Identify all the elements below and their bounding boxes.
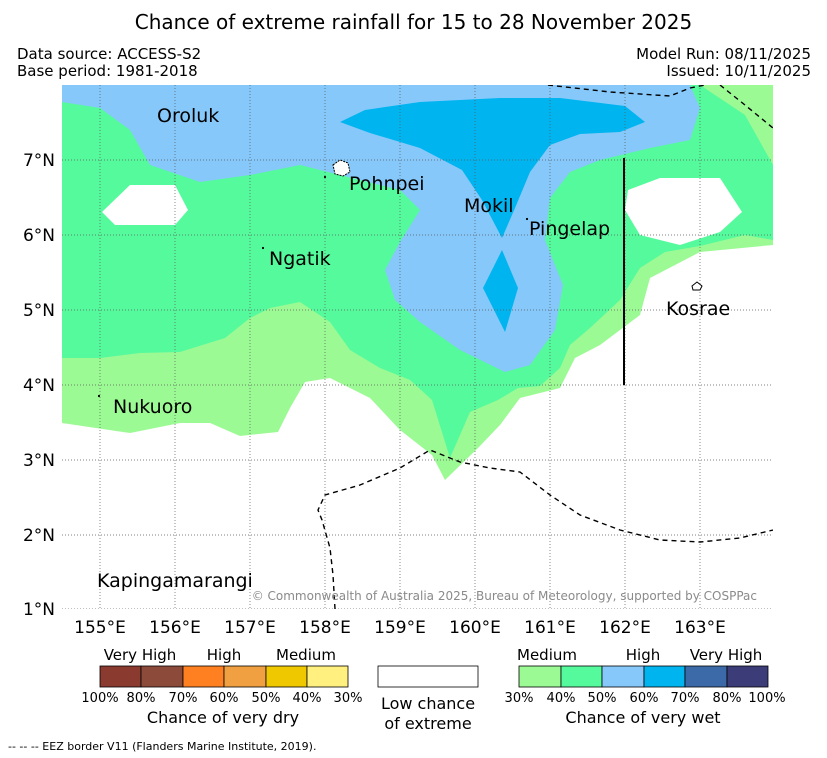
wet-caption: Chance of very wet: [565, 708, 720, 727]
dry-swatch-40-30: [306, 665, 349, 688]
eez-footnote: -- -- -- EEZ border V11 (Flanders Marine…: [8, 740, 317, 753]
legend-wet: Medium High Very High 30% 40% 50% 60% 70…: [505, 646, 786, 727]
wet-pct-50: 50%: [588, 691, 617, 706]
legend-dry: Very High High Medium 100% 80% 70% 60% 5…: [81, 646, 362, 727]
dry-swatch-100-80: [99, 665, 142, 688]
lon-tick-155e: 155°E: [74, 618, 126, 638]
dry-pct-100: 100%: [81, 691, 118, 706]
dry-pct-70: 70%: [169, 691, 198, 706]
neutral-caption-1: Low chance: [381, 694, 475, 713]
wet-pct-80: 80%: [713, 691, 742, 706]
wet-pct-40: 40%: [547, 691, 576, 706]
label-nukuoro: Nukuoro: [113, 396, 192, 418]
meta-right: Model Run: 08/11/2025 Issued: 10/11/2025: [636, 46, 811, 80]
label-oroluk: Oroluk: [157, 105, 219, 127]
eez-border: [317, 85, 773, 609]
lat-tick-7n: 7°N: [23, 151, 55, 171]
lat-tick-5n: 5°N: [23, 301, 55, 321]
wet-swatch-70-80: [684, 665, 728, 688]
kosrae-island: [691, 281, 703, 291]
low-chance-hole-west: [102, 185, 188, 225]
wet-swatch-40-50: [560, 665, 603, 688]
dry-cat-very-high: Very High: [104, 646, 177, 664]
dry-caption: Chance of very dry: [147, 708, 299, 727]
dry-pct-60: 60%: [210, 691, 239, 706]
nukuoro-dot: [97, 394, 101, 398]
base-period: Base period: 1981-2018: [17, 62, 198, 80]
pohnpei-island: [332, 159, 351, 177]
legend-neutral: Low chance of extreme: [377, 665, 479, 733]
lon-tick-160e: 160°E: [449, 618, 501, 638]
wet-pct-70: 70%: [671, 691, 700, 706]
wet-swatch-80-100: [726, 665, 769, 688]
dry-pct-40: 40%: [293, 691, 322, 706]
label-ngatik: Ngatik: [269, 248, 331, 270]
label-mokil: Mokil: [464, 195, 514, 217]
low-chance-hole-east: [625, 178, 742, 245]
chart-title: Chance of extreme rainfall for 15 to 28 …: [134, 10, 693, 34]
map-plot-area: Oroluk Pohnpei Mokil Pingelap Ngatik Kos…: [62, 85, 773, 609]
dry-cat-medium: Medium: [276, 646, 336, 664]
meta-left: Data source: ACCESS-S2 Base period: 1981…: [17, 46, 201, 80]
pohnpei-dot: [323, 175, 327, 179]
lon-tick-163e: 163°E: [674, 618, 726, 638]
dry-pct-30: 30%: [334, 691, 363, 706]
dry-pct-50: 50%: [252, 691, 281, 706]
dry-swatch-70-60: [182, 665, 225, 688]
neutral-caption-2: of extreme: [384, 714, 471, 733]
lon-axis: 155°E 156°E 157°E 158°E 159°E 160°E 161°…: [74, 618, 726, 638]
label-kapingamarangi: Kapingamarangi: [97, 570, 253, 592]
label-pohnpei: Pohnpei: [349, 173, 425, 195]
issued-date: Issued: 10/11/2025: [666, 62, 811, 80]
lon-tick-157e: 157°E: [224, 618, 276, 638]
label-kosrae: Kosrae: [666, 298, 730, 320]
lat-tick-1n: 1°N: [23, 600, 55, 620]
lat-tick-6n: 6°N: [23, 226, 55, 246]
copyright-notice: © Commonwealth of Australia 2025, Bureau…: [252, 589, 757, 603]
region-very-high-wet: [340, 98, 645, 238]
lat-tick-4n: 4°N: [23, 376, 55, 396]
data-source: Data source: ACCESS-S2: [17, 45, 202, 63]
wet-cat-high: High: [626, 646, 660, 664]
lat-tick-2n: 2°N: [23, 526, 55, 546]
wet-pct-30: 30%: [505, 691, 534, 706]
dry-swatch-80-70: [140, 665, 184, 688]
dry-swatch-60-50: [223, 665, 267, 688]
label-pingelap: Pingelap: [529, 218, 610, 240]
wet-swatch-50-60: [601, 665, 645, 688]
pingelap-dot: [525, 217, 529, 221]
lon-tick-158e: 158°E: [299, 618, 351, 638]
wet-pct-100: 100%: [748, 691, 785, 706]
wet-pct-60: 60%: [630, 691, 659, 706]
wet-cat-very-high: Very High: [690, 646, 763, 664]
lat-axis: 7°N 6°N 5°N 4°N 3°N 2°N 1°N: [23, 151, 55, 620]
lon-tick-159e: 159°E: [374, 618, 426, 638]
dry-swatch-50-40: [265, 665, 308, 688]
lon-tick-156e: 156°E: [149, 618, 201, 638]
neutral-swatch: [377, 665, 479, 688]
lon-tick-161e: 161°E: [524, 618, 576, 638]
region-very-high-wet-south: [483, 250, 518, 332]
dry-pct-80: 80%: [127, 691, 156, 706]
model-run: Model Run: 08/11/2025: [636, 45, 811, 63]
wet-cat-medium: Medium: [517, 646, 577, 664]
wet-swatch-60-70: [643, 665, 686, 688]
lat-tick-3n: 3°N: [23, 451, 55, 471]
dry-cat-high: High: [207, 646, 241, 664]
wet-swatch-30-40: [518, 665, 562, 688]
lon-tick-162e: 162°E: [599, 618, 651, 638]
ngatik-dot: [261, 246, 265, 250]
